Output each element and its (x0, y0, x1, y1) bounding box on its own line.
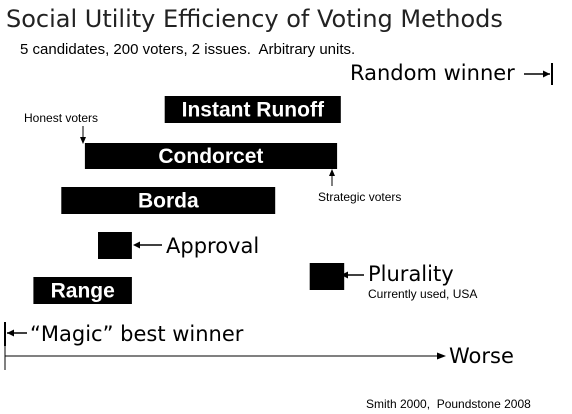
random-winner-label: Random winner (350, 61, 515, 85)
bar-label-condorcet: Condorcet (158, 145, 263, 168)
bar-label-borda: Borda (138, 190, 199, 213)
honest-voters-arrowhead (80, 137, 86, 144)
bar-plurality (309, 263, 345, 290)
strategic-voters-arrowhead (329, 169, 335, 176)
approval-arrowhead (133, 241, 140, 249)
bar-instant-runoff (164, 96, 341, 123)
bar-label-instant-runoff: Instant Runoff (182, 99, 325, 122)
plurality-note: Currently used, USA (368, 287, 477, 301)
bar-borda (61, 187, 276, 214)
best-winner-label: “Magic” best winner (30, 322, 244, 346)
plurality-label: Plurality (368, 262, 454, 286)
bar-condorcet (84, 143, 338, 169)
bar-approval (98, 232, 132, 259)
honest-voters-label: Honest voters (24, 111, 98, 125)
credit-text: Smith 2000, Poundstone 2008 (366, 397, 531, 411)
bar-label-range: Range (51, 280, 115, 303)
bars-group: Instant Runoff Condorcet Borda Range (33, 96, 345, 304)
bar-range (33, 277, 132, 304)
chart-subtitle: 5 candidates, 200 voters, 2 issues. Arbi… (20, 41, 355, 58)
x-axis-arrowhead (437, 352, 446, 360)
approval-label: Approval (166, 234, 259, 258)
x-axis-end-label: Worse (449, 344, 514, 368)
strategic-voters-label: Strategic voters (318, 190, 401, 204)
best-winner-arrowhead (7, 329, 14, 337)
plurality-arrowhead (341, 271, 348, 279)
chart-title: Social Utility Efficiency of Voting Meth… (6, 5, 503, 33)
random-winner-arrowhead (543, 70, 550, 78)
